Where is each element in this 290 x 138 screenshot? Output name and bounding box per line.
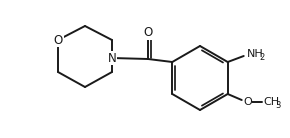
Text: N: N <box>108 51 116 64</box>
Text: CH: CH <box>264 97 280 107</box>
Text: O: O <box>143 26 153 39</box>
Text: 3: 3 <box>276 100 281 109</box>
Text: 2: 2 <box>260 52 265 62</box>
Text: O: O <box>53 34 63 47</box>
Text: NH: NH <box>247 49 263 59</box>
Text: O: O <box>244 97 253 107</box>
